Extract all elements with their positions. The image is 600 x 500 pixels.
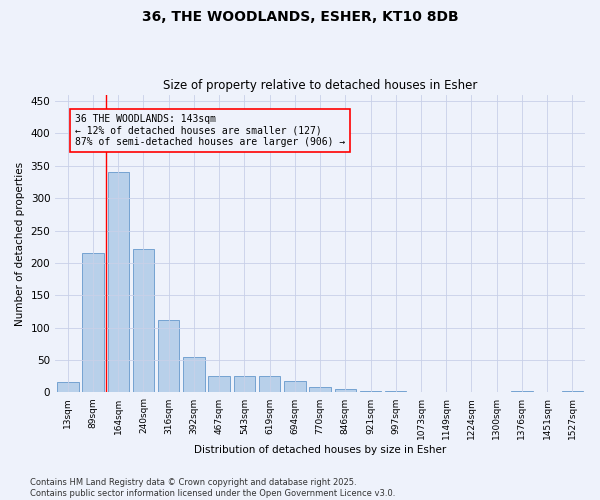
Title: Size of property relative to detached houses in Esher: Size of property relative to detached ho…: [163, 79, 477, 92]
Bar: [335, 389, 356, 392]
Bar: [183, 358, 205, 392]
Bar: [562, 390, 583, 392]
Text: Contains HM Land Registry data © Crown copyright and database right 2025.
Contai: Contains HM Land Registry data © Crown c…: [30, 478, 395, 498]
Bar: [57, 382, 79, 392]
Bar: [511, 390, 533, 392]
Bar: [158, 320, 179, 392]
Text: 36 THE WOODLANDS: 143sqm
← 12% of detached houses are smaller (127)
87% of semi-: 36 THE WOODLANDS: 143sqm ← 12% of detach…: [76, 114, 346, 147]
X-axis label: Distribution of detached houses by size in Esher: Distribution of detached houses by size …: [194, 445, 446, 455]
Text: 36, THE WOODLANDS, ESHER, KT10 8DB: 36, THE WOODLANDS, ESHER, KT10 8DB: [142, 10, 458, 24]
Y-axis label: Number of detached properties: Number of detached properties: [15, 162, 25, 326]
Bar: [107, 172, 129, 392]
Bar: [233, 376, 255, 392]
Bar: [310, 388, 331, 392]
Bar: [259, 376, 280, 392]
Bar: [360, 391, 381, 392]
Bar: [208, 376, 230, 392]
Bar: [385, 391, 406, 392]
Bar: [82, 253, 104, 392]
Bar: [133, 250, 154, 392]
Bar: [284, 381, 305, 392]
